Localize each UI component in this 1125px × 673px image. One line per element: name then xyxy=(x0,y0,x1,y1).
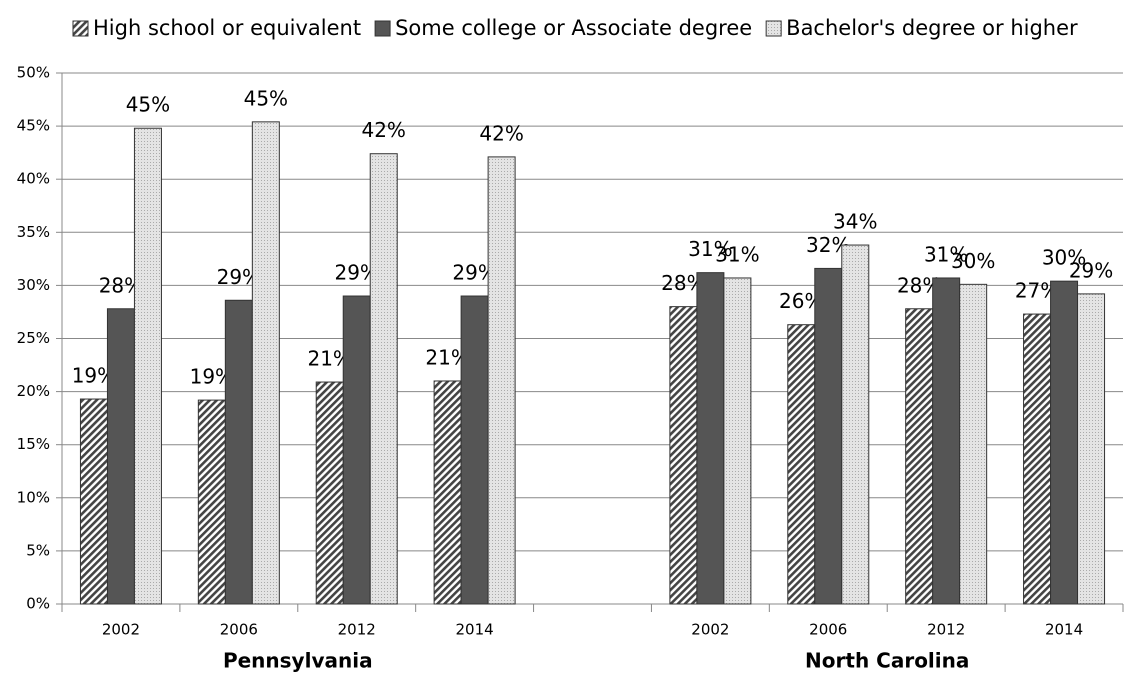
value-label: 45% xyxy=(126,93,170,117)
bar xyxy=(460,295,489,605)
bar xyxy=(932,277,961,605)
value-label: 29% xyxy=(1069,258,1113,282)
bar xyxy=(841,244,870,605)
y-tick-label: 10% xyxy=(17,488,50,506)
value-label: 42% xyxy=(361,118,405,142)
x-tick-label: 2002 xyxy=(691,621,729,639)
bar xyxy=(133,127,162,605)
bar xyxy=(433,380,462,605)
y-tick-label: 5% xyxy=(26,541,50,559)
legend-swatch xyxy=(72,20,89,37)
legend-swatch xyxy=(374,20,391,37)
legend-label: Bachelor's degree or higher xyxy=(786,16,1078,40)
y-tick-label: 30% xyxy=(17,276,50,294)
value-label: 31% xyxy=(688,237,732,261)
y-tick-label: 40% xyxy=(17,170,50,188)
value-label: 30% xyxy=(1042,246,1086,270)
value-label: 30% xyxy=(951,249,995,273)
bar xyxy=(224,299,253,605)
value-label: 42% xyxy=(479,121,523,145)
bar xyxy=(905,308,934,605)
bar xyxy=(1050,280,1079,605)
x-tick-label: 2014 xyxy=(456,621,494,639)
bar xyxy=(79,398,108,605)
y-tick-label: 25% xyxy=(17,329,50,347)
bar xyxy=(959,283,988,605)
value-label: 45% xyxy=(244,86,288,110)
bar xyxy=(723,277,752,605)
x-tick-label: 2012 xyxy=(927,621,965,639)
y-tick-label: 20% xyxy=(17,382,50,400)
bar xyxy=(787,324,816,605)
legend-swatch xyxy=(765,20,782,37)
bar xyxy=(251,121,280,605)
y-tick-label: 15% xyxy=(17,435,50,453)
bar xyxy=(197,399,226,605)
value-label: 34% xyxy=(833,210,877,234)
bar xyxy=(814,267,843,605)
bar xyxy=(369,153,398,605)
group-label: Pennsylvania xyxy=(223,649,373,673)
x-tick-label: 2006 xyxy=(809,621,847,639)
value-label: 31% xyxy=(715,242,759,266)
legend-label: High school or equivalent xyxy=(93,16,361,40)
bar xyxy=(669,306,698,605)
y-tick-label: 50% xyxy=(17,64,50,82)
value-label: 31% xyxy=(924,242,968,266)
y-tick-label: 35% xyxy=(17,223,50,241)
bar xyxy=(1023,313,1052,605)
y-tick-label: 45% xyxy=(17,117,50,135)
bar xyxy=(106,308,135,605)
x-tick-label: 2012 xyxy=(338,621,376,639)
bar xyxy=(315,381,344,605)
y-tick-label: 0% xyxy=(26,595,50,613)
x-tick-label: 2002 xyxy=(102,621,140,639)
legend-label: Some college or Associate degree xyxy=(395,16,752,40)
x-tick-label: 2006 xyxy=(220,621,258,639)
bar xyxy=(1077,293,1106,605)
bar xyxy=(696,272,725,605)
bar xyxy=(342,295,371,605)
group-label: North Carolina xyxy=(805,649,969,673)
x-tick-label: 2014 xyxy=(1045,621,1083,639)
bar xyxy=(487,156,516,605)
